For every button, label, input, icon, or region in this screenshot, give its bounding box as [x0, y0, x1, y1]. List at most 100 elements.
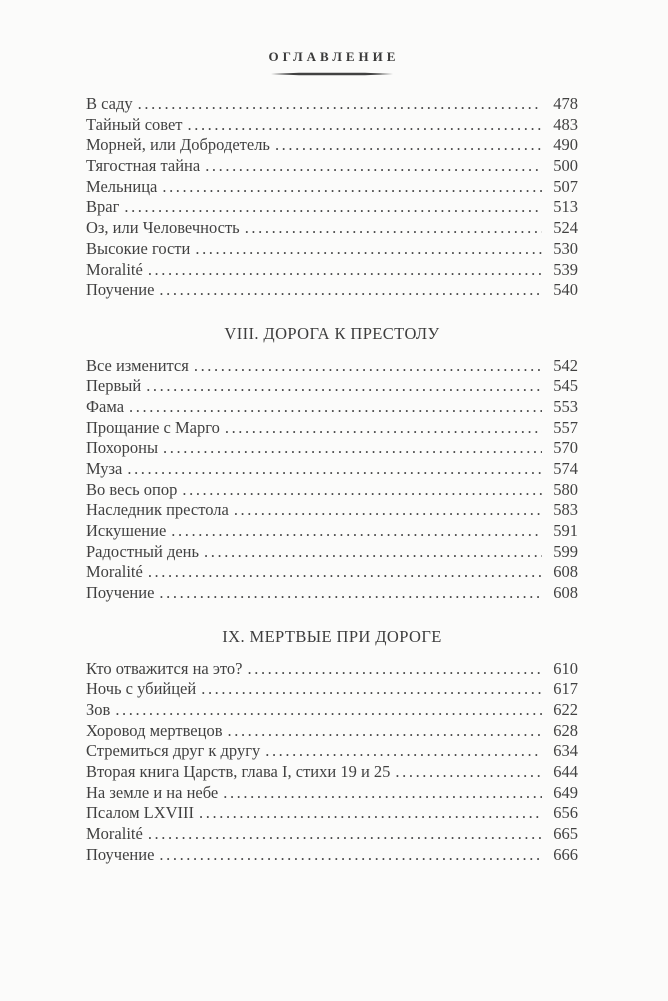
toc-entry: Поучение 608: [86, 583, 578, 604]
entry-page-number: 599: [553, 541, 578, 561]
entry-page-number: 490: [553, 135, 578, 155]
dot-leader: [201, 679, 542, 700]
entry-page-number: 665: [553, 824, 578, 844]
entry-title: Наследник престола: [86, 500, 229, 520]
entry-title: Похороны: [86, 438, 159, 458]
dot-leader: [225, 418, 542, 439]
entry-list: Все изменится 542 Первый 545 Фама 553 Пр…: [86, 356, 578, 604]
entry-page-number: 500: [553, 156, 578, 176]
toc-entry: Мельница 507: [86, 177, 578, 198]
entry-title: Враг: [86, 197, 120, 217]
entry-page-number: 580: [553, 479, 578, 499]
entry-title: Псалом LXVIII: [86, 803, 195, 823]
entry-page-number: 513: [553, 197, 578, 217]
toc-entry: Стремиться друг к другу 634: [86, 741, 578, 762]
dot-leader: [228, 721, 543, 742]
entry-page-number: 644: [553, 761, 578, 781]
entry-page-number: 570: [553, 438, 578, 458]
toc-entry: Радостный день 599: [86, 542, 578, 563]
dot-leader: [205, 156, 542, 177]
toc-entry: Искушение 591: [86, 521, 578, 542]
toc-entry: Во весь опор 580: [86, 480, 578, 501]
dot-leader: [171, 521, 542, 542]
dot-leader: [204, 542, 542, 563]
entry-page-number: 507: [553, 176, 578, 196]
dot-leader: [265, 741, 542, 762]
entry-title: Искушение: [86, 521, 167, 541]
toc-entry: Тягостная тайна 500: [86, 156, 578, 177]
entry-page-number: 666: [553, 844, 578, 864]
entry-title: Первый: [86, 376, 142, 396]
toc-entry: Похороны 570: [86, 438, 578, 459]
entry-page-number: 545: [553, 376, 578, 396]
entry-page-number: 608: [553, 562, 578, 582]
toc-entry: Тайный совет 483: [86, 115, 578, 136]
entry-title: На земле и на небе: [86, 782, 219, 802]
dot-leader: [162, 177, 542, 198]
entry-page-number: 649: [553, 782, 578, 802]
entry-title: Муза: [86, 459, 123, 479]
toc-entry: Поучение 540: [86, 280, 578, 301]
dot-leader: [245, 218, 542, 239]
entry-page-number: 628: [553, 720, 578, 740]
entry-title: В саду: [86, 94, 133, 113]
entry-page-number: 557: [553, 417, 578, 437]
dot-leader: [195, 239, 542, 260]
toc-entry: Фама 553: [86, 397, 578, 418]
entry-title: Прощание с Марго: [86, 417, 220, 437]
dot-leader: [199, 803, 542, 824]
toc-section: VIII. ДОРОГА К ПРЕСТОЛУ Все изменится 54…: [86, 324, 578, 604]
table-of-contents: В саду 478 Тайный совет 483 Морней, или …: [86, 94, 578, 865]
entry-page-number: 574: [553, 459, 578, 479]
section-heading: IX. МЕРТВЫЕ ПРИ ДОРОГЕ: [222, 626, 442, 646]
entry-page-number: 483: [553, 114, 578, 134]
entry-title: Хоровод мертвецов: [86, 720, 223, 740]
entry-title: Стремиться друг к другу: [86, 741, 261, 761]
entry-page-number: 553: [553, 396, 578, 416]
entry-page-number: 583: [553, 500, 578, 520]
toc-entry: Ночь с убийцей 617: [86, 679, 578, 700]
toc-entry: Кто отважится на это? 610: [86, 659, 578, 680]
toc-entry: Moralité 539: [86, 260, 578, 281]
entry-page-number: 530: [553, 238, 578, 258]
entry-title: Зов: [86, 699, 111, 719]
toc-entry: Поучение 666: [86, 845, 578, 866]
entry-title: Мельница: [86, 176, 158, 196]
entry-title: Во весь опор: [86, 479, 178, 499]
dot-leader: [248, 659, 543, 680]
entry-title: Фама: [86, 396, 125, 416]
dot-leader: [115, 700, 542, 721]
dot-leader: [127, 459, 542, 480]
toc-section: В саду 478 Тайный совет 483 Морней, или …: [86, 94, 578, 301]
entry-page-number: 608: [553, 583, 578, 603]
entry-title: Moralité: [86, 824, 143, 844]
entry-title: Moralité: [86, 259, 143, 279]
toc-entry: В саду 478: [86, 94, 578, 115]
toc-entry: Оз, или Человечность 524: [86, 218, 578, 239]
page-title: ОГЛАВЛЕНИЕ: [268, 49, 400, 64]
section-heading: VIII. ДОРОГА К ПРЕСТОЛУ: [224, 323, 440, 343]
dot-leader: [194, 356, 542, 377]
toc-entry: Псалом LXVIII 656: [86, 803, 578, 824]
toc-entry: Муза 574: [86, 459, 578, 480]
entry-title: Ночь с убийцей: [86, 679, 197, 699]
entry-page-number: 524: [553, 218, 578, 238]
dot-leader: [182, 480, 542, 501]
dot-leader: [159, 583, 542, 604]
entry-title: Все изменится: [86, 355, 189, 375]
entry-page-number: 617: [553, 679, 578, 699]
dot-leader: [148, 562, 542, 583]
dot-leader: [124, 197, 542, 218]
entry-page-number: 634: [553, 741, 578, 761]
entry-page-number: 542: [553, 355, 578, 375]
toc-entry: Moralité 608: [86, 562, 578, 583]
toc-entry: Moralité 665: [86, 824, 578, 845]
dot-leader: [146, 376, 542, 397]
toc-entry: На земле и на небе 649: [86, 783, 578, 804]
dot-leader: [148, 824, 542, 845]
toc-entry: Все изменится 542: [86, 356, 578, 377]
dot-leader: [275, 135, 542, 156]
dot-leader: [163, 438, 542, 459]
entry-title: Морней, или Добродетель: [86, 135, 270, 155]
